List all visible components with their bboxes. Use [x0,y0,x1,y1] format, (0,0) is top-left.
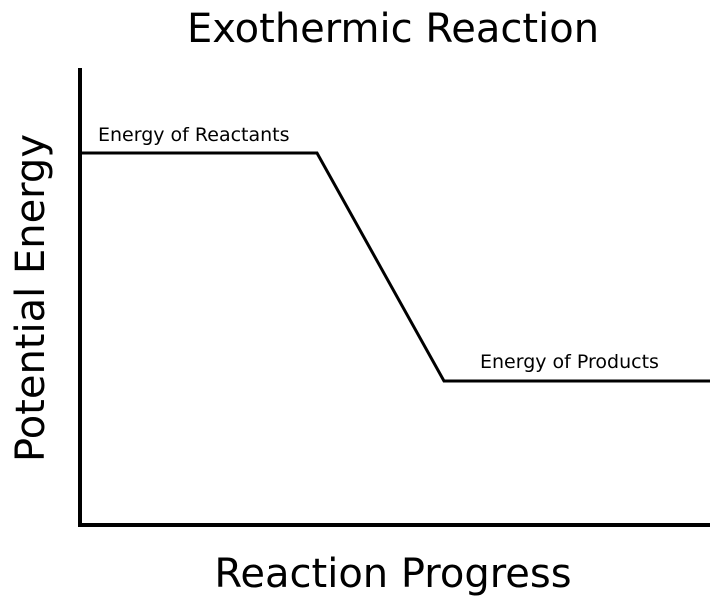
products-label: Energy of Products [480,351,659,373]
diagram-title: Exothermic Reaction [187,6,599,52]
reactants-label: Energy of Reactants [98,124,290,146]
energy-curve [82,151,710,383]
y-axis-label: Potential Energy [8,134,54,462]
x-axis-label: Reaction Progress [214,551,571,597]
